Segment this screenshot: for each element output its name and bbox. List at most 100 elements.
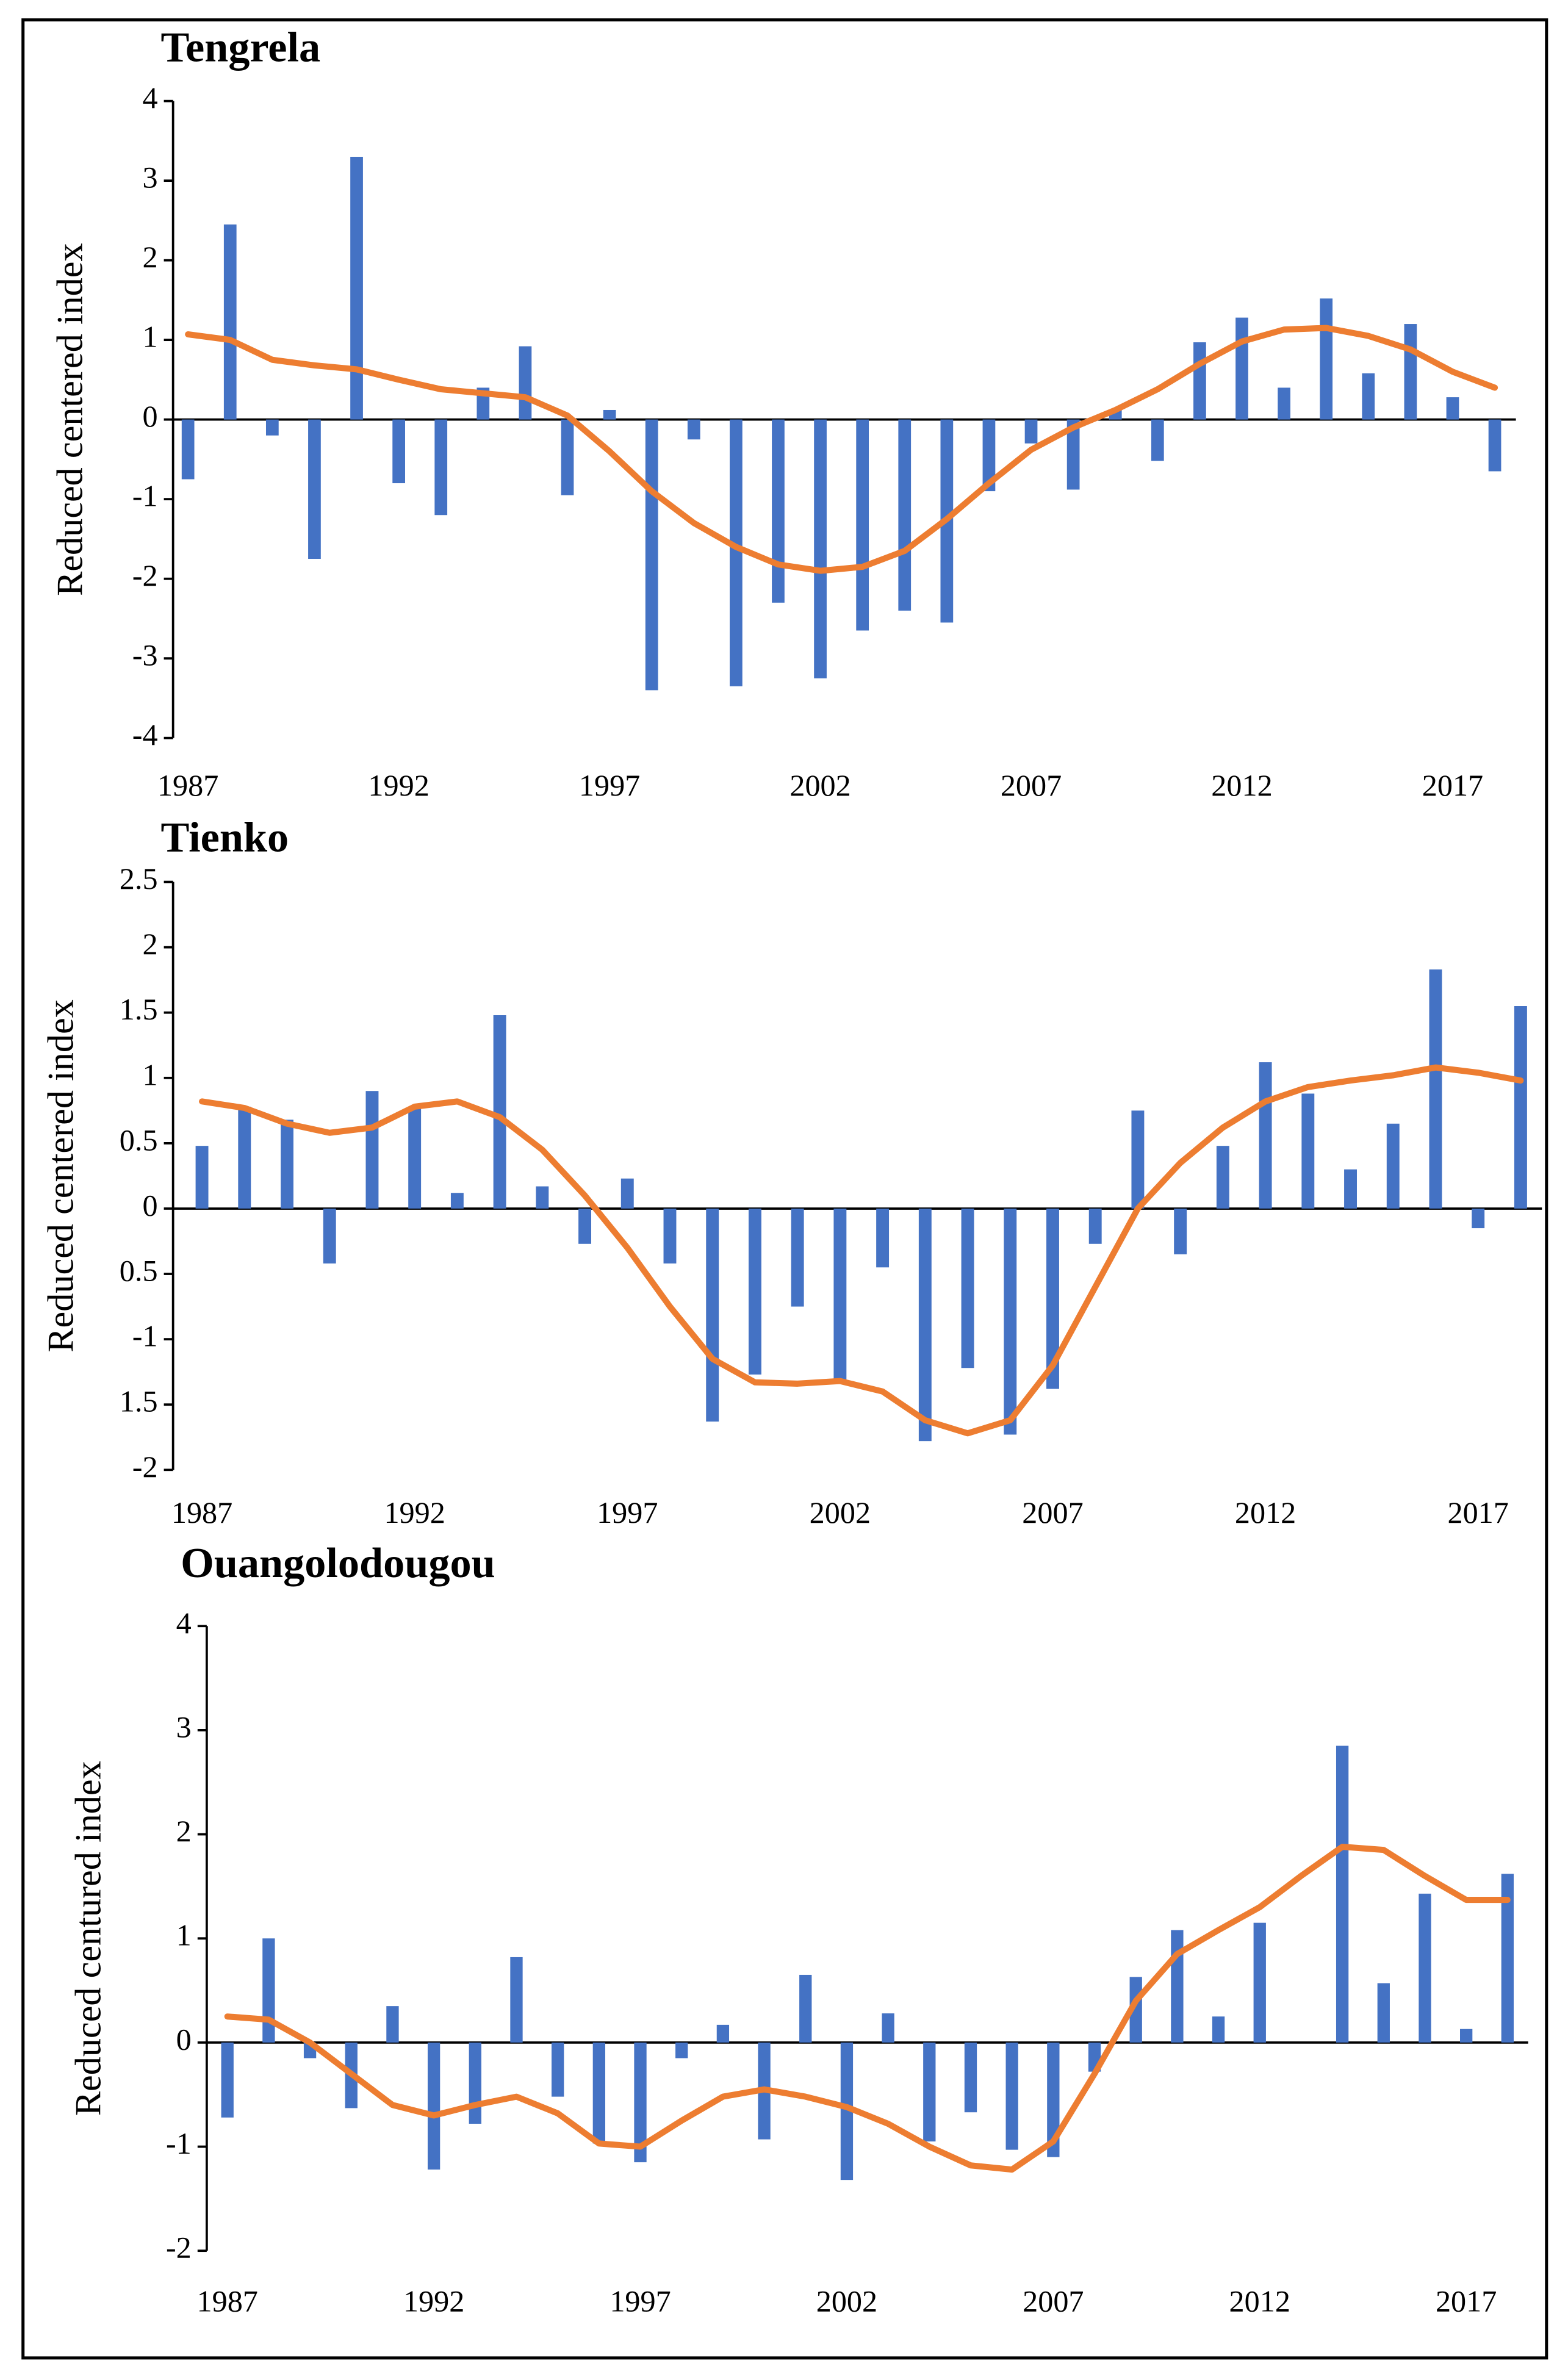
- x-tick-label: 2007: [1022, 1495, 1083, 1530]
- bar: [706, 1208, 719, 1422]
- y-tick-label: 1: [176, 1918, 192, 1952]
- figure-border: [21, 18, 1548, 2360]
- x-tick-label: 1992: [403, 2284, 464, 2318]
- bar: [408, 1106, 422, 1209]
- bar: [386, 2006, 399, 2043]
- bar: [434, 419, 448, 516]
- bar: [427, 2042, 441, 2170]
- y-tick-label: 0.5: [120, 1254, 158, 1288]
- x-tick-label: 1992: [368, 768, 429, 802]
- bar: [716, 2024, 730, 2043]
- bar: [1212, 2016, 1225, 2043]
- bar: [1301, 1093, 1315, 1209]
- y-tick-label: -1: [132, 1319, 158, 1353]
- bar: [1088, 1208, 1102, 1244]
- y-tick-label: -1: [132, 479, 158, 513]
- bar: [262, 1938, 275, 2043]
- bar: [1344, 1169, 1357, 1209]
- x-tick-label: 1992: [384, 1495, 445, 1530]
- bar: [840, 2042, 854, 2180]
- bar: [687, 419, 700, 440]
- bar: [882, 2013, 894, 2043]
- bar: [592, 2042, 605, 2144]
- bar: [1404, 324, 1417, 420]
- bar: [1174, 1208, 1187, 1254]
- bar: [519, 346, 532, 420]
- y-tick-label: -4: [132, 717, 158, 752]
- x-tick-label: 2002: [816, 2284, 877, 2318]
- bar: [510, 1957, 523, 2043]
- chart-title: Tengrela: [161, 23, 321, 71]
- y-axis-label: Reduced centured index: [68, 1761, 109, 2116]
- bar: [1193, 342, 1206, 420]
- x-tick-label: 2012: [1211, 768, 1272, 802]
- chart-title: Tienko: [161, 813, 289, 861]
- bar: [898, 419, 912, 611]
- bar: [450, 1193, 464, 1209]
- bar: [221, 2042, 234, 2118]
- bar: [536, 1186, 549, 1209]
- y-tick-label: 0: [176, 2022, 192, 2056]
- bar: [561, 419, 574, 495]
- bar: [1419, 1893, 1431, 2043]
- bar: [1066, 419, 1080, 490]
- x-tick-label: 1997: [610, 2284, 671, 2318]
- bar: [1460, 2029, 1473, 2043]
- y-tick-label: -2: [132, 558, 158, 592]
- bar: [799, 1974, 812, 2043]
- x-tick-label: 1987: [197, 2284, 258, 2318]
- bar: [982, 419, 996, 492]
- bar: [552, 2042, 564, 2097]
- bar: [392, 419, 405, 484]
- x-tick-label: 2012: [1229, 2284, 1290, 2318]
- bar: [1472, 1208, 1485, 1229]
- bar: [1429, 969, 1442, 1209]
- bar: [469, 2042, 481, 2124]
- bar: [814, 419, 827, 678]
- bar: [603, 409, 616, 420]
- bar: [1362, 373, 1375, 420]
- bar: [675, 2042, 688, 2058]
- bar: [663, 1208, 677, 1264]
- bar: [350, 156, 363, 420]
- bar: [1278, 387, 1290, 420]
- y-tick-label: 2: [142, 927, 157, 961]
- bar: [1235, 317, 1248, 420]
- y-axis-label: Reduced centered index: [49, 243, 90, 596]
- bar: [772, 419, 785, 603]
- bar: [1446, 397, 1459, 420]
- bar: [1336, 1745, 1349, 2043]
- bar: [493, 1015, 506, 1209]
- x-tick-label: 1987: [157, 768, 218, 802]
- y-tick-label: 3: [176, 1710, 192, 1744]
- y-tick-label: 1.5: [120, 992, 158, 1026]
- bar: [1259, 1062, 1272, 1209]
- bar: [1488, 419, 1501, 472]
- bar: [1024, 419, 1038, 444]
- bar: [1514, 1006, 1527, 1209]
- bar: [1216, 1146, 1229, 1209]
- y-axis-label: Reduced centered index: [40, 999, 81, 1353]
- bar: [964, 2042, 977, 2113]
- bar: [1131, 1110, 1145, 1209]
- x-tick-label: 1997: [597, 1495, 658, 1530]
- bar: [620, 1178, 634, 1209]
- bar: [856, 419, 869, 631]
- bar: [1005, 2042, 1018, 2150]
- bar: [1046, 1208, 1059, 1389]
- bar: [1320, 298, 1333, 420]
- chart-title: Ouangolodougou: [181, 1539, 495, 1587]
- x-tick-label: 2017: [1422, 768, 1483, 802]
- trend-line: [224, 1844, 1511, 2173]
- x-tick-label: 2002: [789, 768, 851, 802]
- y-tick-label: 0: [142, 399, 157, 433]
- x-tick-label: 2017: [1436, 2284, 1497, 2318]
- bar: [281, 1120, 293, 1209]
- y-tick-label: 1.5: [120, 1384, 158, 1418]
- bar: [748, 1208, 761, 1375]
- bar: [1047, 2042, 1060, 2157]
- x-tick-label: 1997: [579, 768, 640, 802]
- x-tick-label: 2002: [810, 1495, 871, 1530]
- y-tick-label: 1: [142, 320, 157, 354]
